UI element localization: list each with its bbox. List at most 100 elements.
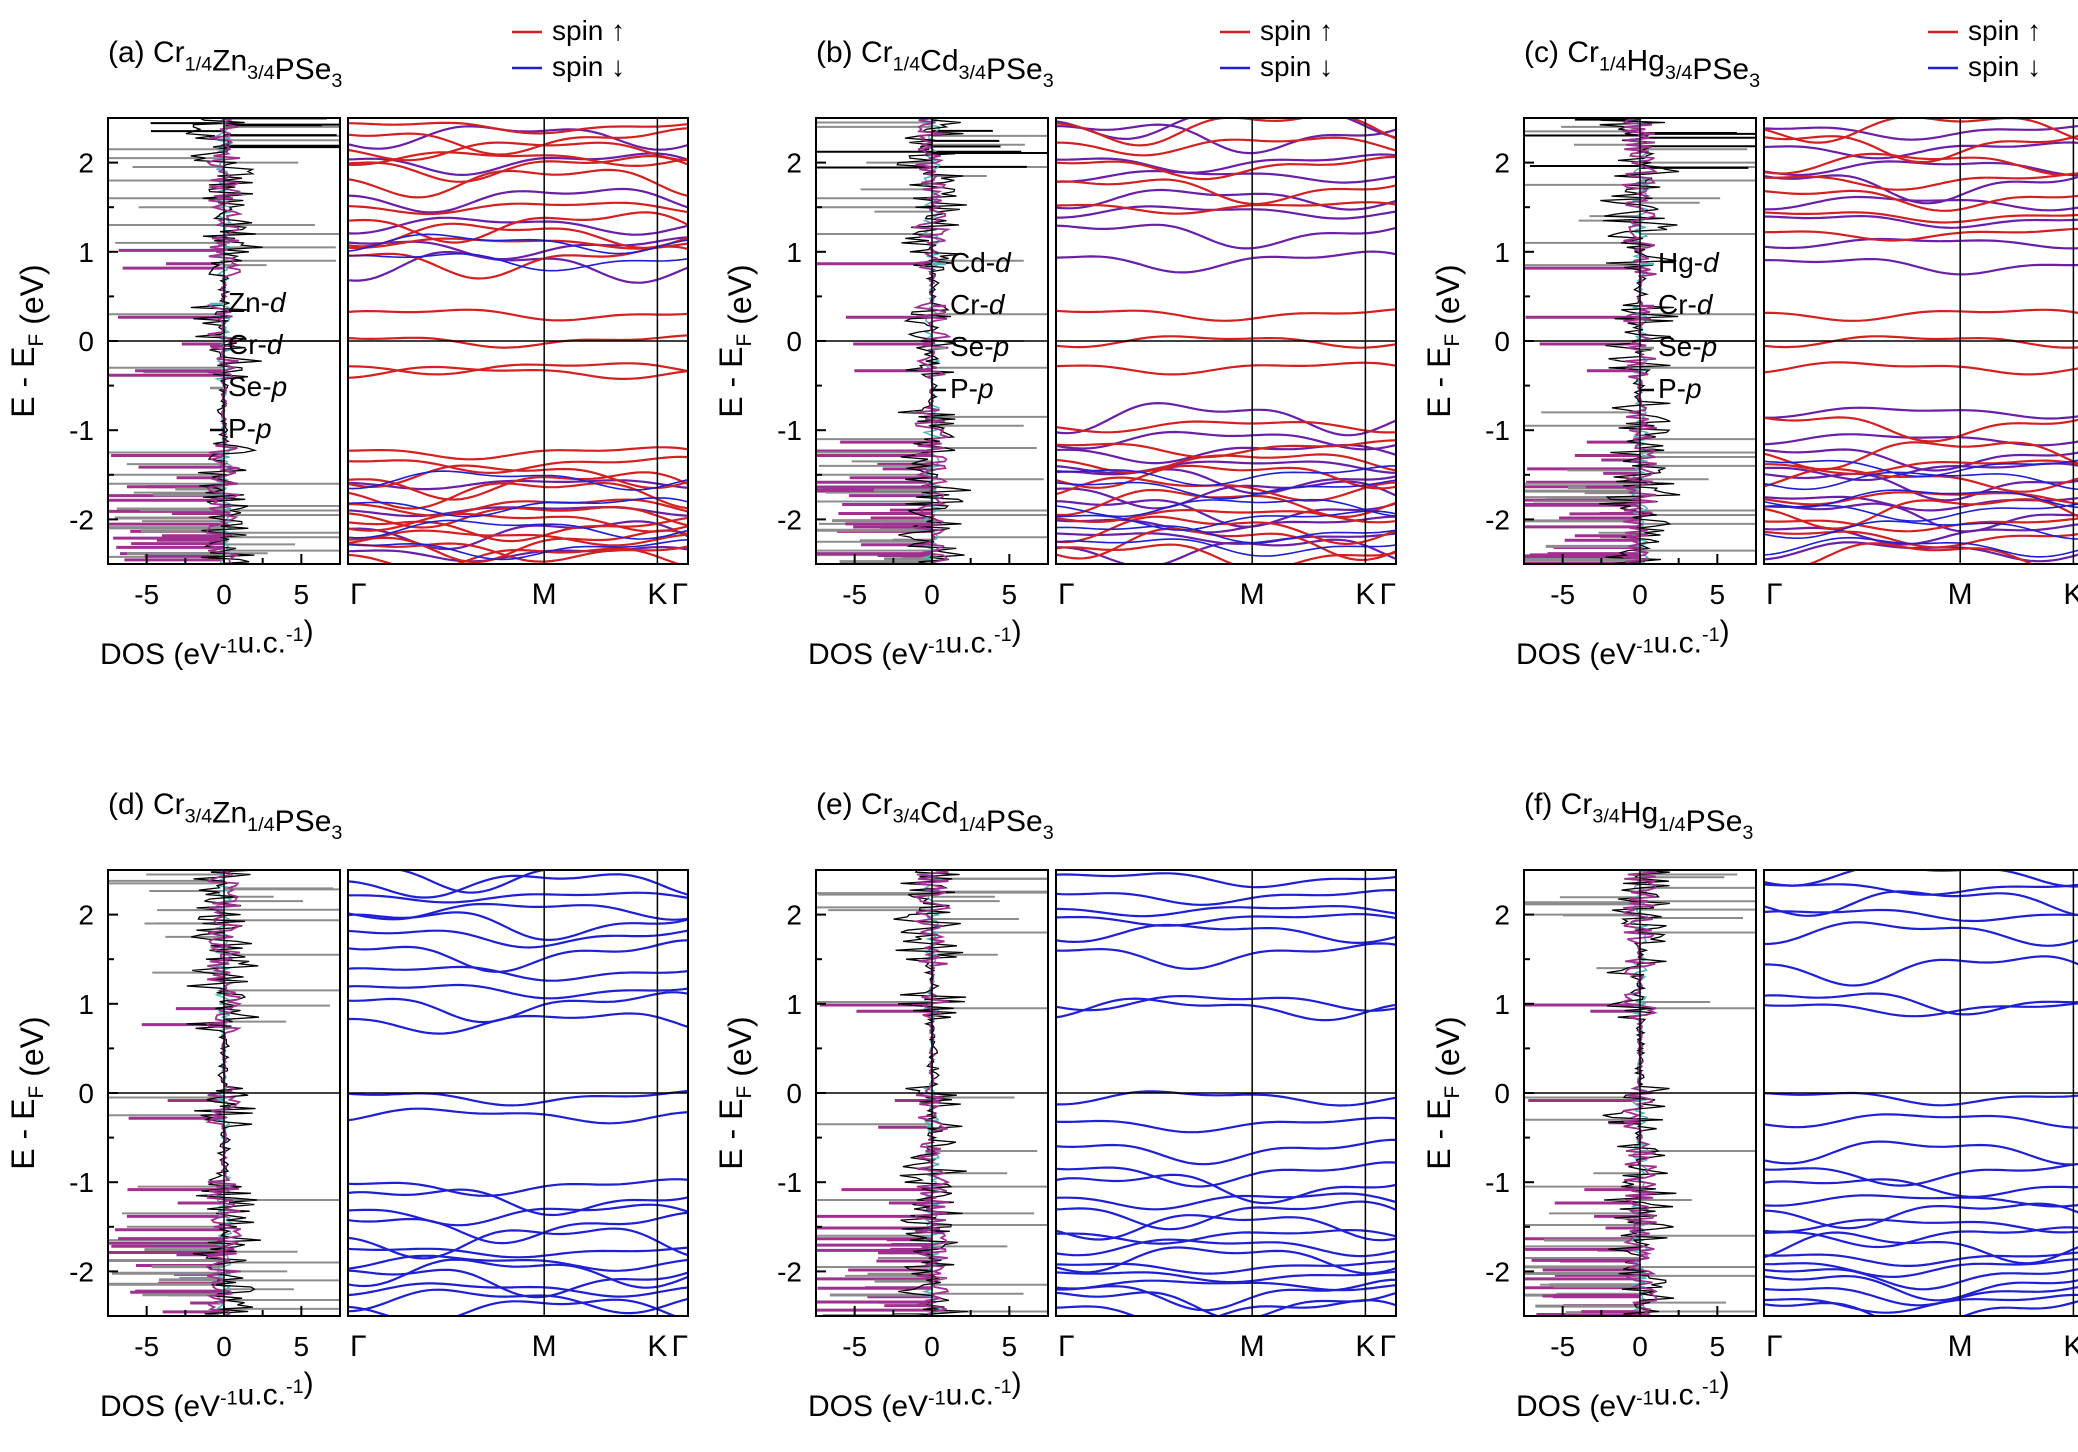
spin-up-band <box>348 127 688 156</box>
spin-up-band <box>1764 530 2078 549</box>
spin-down-band <box>1056 923 1396 945</box>
spin-down-band <box>1764 1162 2078 1187</box>
spin-up-band <box>348 334 688 349</box>
spin-down-band <box>348 1012 688 1035</box>
k-point-label: M <box>1948 578 1973 611</box>
dos-legend-label: Se-p <box>1658 331 1717 362</box>
spin-down-band <box>348 152 688 177</box>
spin-down-band <box>1056 1260 1396 1275</box>
spin-down-band <box>1764 1268 2078 1291</box>
k-point-label: Γ <box>671 578 688 611</box>
band-plot <box>1764 118 2078 564</box>
k-point-label: K <box>2063 578 2078 611</box>
spin-down-band <box>348 1211 688 1245</box>
spin-down-band <box>348 1246 688 1259</box>
y-tick-label: 2 <box>1494 900 1510 931</box>
spin-up-band <box>348 308 688 322</box>
x-tick-label: -5 <box>134 579 159 610</box>
x-tick-label: 5 <box>1710 579 1726 610</box>
y-axis-label: E - EF (eV) <box>713 1016 758 1169</box>
spin-down-band <box>1056 1192 1396 1211</box>
panel-title: (b) Cr1/4Cd3/4PSe3 <box>816 36 1054 92</box>
k-point-label: Γ <box>1379 578 1396 611</box>
spin-down-band <box>1764 1218 2078 1234</box>
spin-up-band <box>1056 515 1396 546</box>
x-tick-label: 0 <box>1632 1331 1648 1362</box>
spin-down-band <box>1764 489 2078 509</box>
spin-down-band <box>1764 1226 2078 1249</box>
x-axis-label: DOS (eV-1u.c.-1) <box>808 1367 1022 1423</box>
spin-down-band <box>1056 1161 1396 1188</box>
y-tick-label: -2 <box>1485 504 1510 535</box>
spin-up-band <box>1764 361 2078 376</box>
dos-legend-label: P-p <box>1658 373 1702 404</box>
spin-down-band <box>1056 1173 1396 1205</box>
dos-plot <box>108 118 340 564</box>
spin-down-band <box>1764 1251 2078 1267</box>
spin-up-band <box>1764 467 2078 493</box>
spin-down-band <box>348 470 688 491</box>
x-tick-label: 5 <box>1002 579 1018 610</box>
y-axis-label: E - EF (eV) <box>713 264 758 417</box>
spin-down-band <box>348 929 688 949</box>
spin-down-band <box>348 519 688 540</box>
spin-down-band <box>1056 1299 1396 1316</box>
spin-down-band <box>1764 258 2078 276</box>
k-point-label: Γ <box>350 578 367 611</box>
spin-down-band <box>1056 250 1396 274</box>
spin-down-band <box>1056 994 1396 1012</box>
dos-plot <box>108 870 340 1316</box>
spin-legend-label: spin ↑ <box>1968 15 2041 46</box>
band-plot <box>348 870 688 1316</box>
spin-down-band <box>348 965 688 982</box>
spin-down-band <box>1056 889 1396 906</box>
y-tick-label: -1 <box>777 415 802 446</box>
spin-up-band <box>348 481 688 510</box>
spin-down-band <box>348 253 688 272</box>
spin-down-band <box>1056 1138 1396 1166</box>
spin-up-band <box>1056 488 1396 519</box>
spin-down-band <box>1764 502 2078 533</box>
spin-down-band <box>1056 479 1396 500</box>
y-tick-label: -2 <box>69 504 94 535</box>
spin-up-band <box>348 237 688 250</box>
dos-legend-label: P-p <box>228 413 272 444</box>
band-plot <box>1764 870 2078 1316</box>
y-tick-label: 0 <box>78 1078 94 1109</box>
dos-legend-label: Se-p <box>950 331 1009 362</box>
panel-title: (e) Cr3/4Cd1/4PSe3 <box>816 788 1054 844</box>
spin-up-band <box>1764 517 2078 533</box>
spin-up-band <box>1056 201 1396 215</box>
x-axis-label: DOS (eV-1u.c.-1) <box>808 615 1022 671</box>
k-point-label: Γ <box>1766 578 1783 611</box>
k-point-label: K <box>2063 1330 2078 1363</box>
spin-up-band <box>348 121 688 135</box>
spin-down-band <box>348 539 688 561</box>
spin-up-band <box>1764 118 2078 144</box>
spin-down-band <box>348 873 688 899</box>
spin-down-band <box>1764 1300 2078 1316</box>
spin-up-band <box>1764 227 2078 242</box>
y-tick-label: -1 <box>69 1167 94 1198</box>
k-point-label: Γ <box>1058 1330 1075 1363</box>
spin-down-band <box>1056 1116 1396 1134</box>
spin-down-band <box>1764 237 2078 250</box>
spin-down-band <box>1056 401 1396 437</box>
y-tick-label: 0 <box>786 326 802 357</box>
spin-up-band <box>348 505 688 529</box>
spin-down-band <box>1764 1231 2078 1265</box>
spin-down-band <box>1056 1246 1396 1275</box>
spin-up-band <box>348 168 688 199</box>
panel-b: (b) Cr1/4Cd3/4PSe3 spin ↑ spin ↓ -2 -1 0 1 2 -5 0… <box>713 15 1397 671</box>
k-point-label: M <box>532 578 557 611</box>
k-point-label: K <box>647 1330 667 1363</box>
spin-down-band <box>1056 1090 1396 1107</box>
spin-down-band <box>1056 169 1396 184</box>
spin-down-band <box>1056 532 1396 545</box>
k-point-label: M <box>1240 1330 1265 1363</box>
dos-legend-label: P-p <box>950 373 994 404</box>
spin-down-band <box>1056 1238 1396 1258</box>
spin-down-band <box>1764 1113 2078 1129</box>
spin-down-band <box>348 233 688 255</box>
spin-down-band <box>1764 214 2078 229</box>
